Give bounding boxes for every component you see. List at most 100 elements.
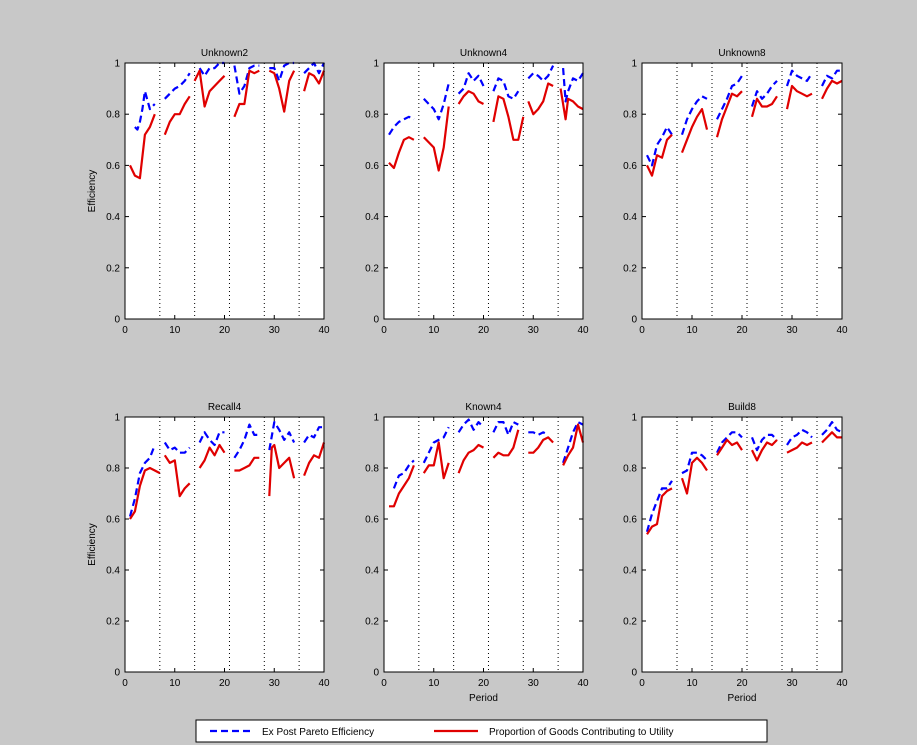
x-tick-label: 20 <box>478 678 490 689</box>
x-tick-label: 30 <box>528 325 540 336</box>
y-tick-label: 1 <box>114 59 120 70</box>
goods-proportion-line <box>129 113 156 180</box>
y-tick-label: 0.8 <box>365 464 379 475</box>
y-tick-label: 0.2 <box>106 263 120 274</box>
y-tick-label: 0.8 <box>106 110 120 121</box>
goods-proportion-line <box>492 95 525 141</box>
subplot-title: Unknown8 <box>718 48 766 59</box>
goods-proportion-line <box>268 69 296 113</box>
y-tick-label: 0.6 <box>623 161 637 172</box>
x-tick-label: 10 <box>686 678 698 689</box>
x-tick-label: 0 <box>639 325 645 336</box>
y-tick-label: 1 <box>373 59 379 70</box>
goods-proportion-line <box>233 69 260 118</box>
goods-proportion-line <box>129 466 161 520</box>
goods-proportion-line <box>750 95 778 118</box>
y-tick-label: 0 <box>373 315 379 326</box>
x-tick-label: 40 <box>577 678 589 689</box>
y-tick-label: 0.8 <box>365 110 379 121</box>
goods-proportion-line <box>785 84 813 110</box>
y-tick-label: 1 <box>631 59 637 70</box>
pareto-efficiency-line <box>680 95 708 136</box>
pareto-efficiency-line <box>269 61 295 82</box>
plot-area <box>125 63 324 319</box>
pareto-efficiency-line <box>716 431 743 454</box>
pareto-efficiency-line <box>821 69 842 87</box>
y-tick-label: 0.8 <box>106 464 120 475</box>
x-tick-label: 10 <box>428 678 440 689</box>
goods-proportion-line <box>234 456 260 472</box>
y-tick-label: 1 <box>114 413 120 424</box>
pareto-efficiency-line <box>492 421 519 436</box>
pareto-efficiency-line <box>457 418 485 433</box>
pareto-efficiency-line <box>681 451 708 475</box>
y-tick-label: 0.2 <box>365 617 379 628</box>
goods-proportion-line <box>646 487 673 535</box>
goods-proportion-line <box>193 69 226 108</box>
goods-proportion-line <box>680 108 709 154</box>
goods-proportion-line <box>492 429 520 459</box>
pareto-efficiency-line <box>821 421 843 436</box>
goods-proportion-line <box>268 443 296 497</box>
pareto-efficiency-line <box>527 65 555 82</box>
subplot-title: Known4 <box>465 402 502 413</box>
pareto-efficiency-line <box>268 421 296 451</box>
pareto-efficiency-line <box>750 80 778 107</box>
x-tick-label: 20 <box>219 678 231 689</box>
x-tick-label: 40 <box>318 325 330 336</box>
goods-proportion-line <box>422 441 450 480</box>
y-tick-label: 1 <box>631 413 637 424</box>
subplot-unknown4: 0 10 20 30 40 0 0.2 0.4 0.6 0.8 1 Unknown4 <box>365 48 589 336</box>
pareto-efficiency-line <box>423 83 450 121</box>
goods-proportion-line <box>562 423 585 466</box>
pareto-efficiency-line <box>646 125 673 167</box>
pareto-efficiency-line <box>128 444 156 517</box>
goods-proportion-line <box>715 90 743 138</box>
plot-area <box>384 63 583 319</box>
goods-proportion-line <box>423 106 450 172</box>
subplot-grid: 0 10 20 30 4000.20.40.60.81Unknown2Efficienc… <box>87 48 848 704</box>
legend: Ex Post Pareto Efficiency Proportion of G… <box>195 719 768 743</box>
y-tick-label: 0 <box>631 315 637 326</box>
y-tick-label: 0.4 <box>106 566 120 577</box>
y-tick-label: 0.8 <box>623 464 637 475</box>
pareto-efficiency-line <box>198 431 225 447</box>
x-tick-label: 30 <box>269 678 281 689</box>
legend-pareto-label: Ex Post Pareto Efficiency <box>262 727 374 738</box>
subplot-title: Build8 <box>728 402 756 413</box>
pareto-efficiency-line <box>457 72 485 95</box>
y-axis-label: Efficiency <box>87 170 98 213</box>
x-tick-label: 10 <box>169 678 181 689</box>
goods-proportion-line <box>680 456 708 495</box>
y-tick-label: 0.4 <box>365 566 379 577</box>
y-tick-label: 0.6 <box>365 515 379 526</box>
x-tick-label: 20 <box>478 325 490 336</box>
x-tick-label: 10 <box>169 325 181 336</box>
x-tick-label: 30 <box>269 325 281 336</box>
y-tick-label: 0.4 <box>623 212 637 223</box>
y-tick-label: 0.6 <box>106 161 120 172</box>
goods-proportion-line <box>457 443 485 474</box>
pareto-efficiency-line <box>164 72 191 100</box>
pareto-efficiency-line <box>422 426 450 464</box>
x-tick-label: 0 <box>122 678 128 689</box>
pareto-efficiency-line <box>528 431 549 436</box>
goods-proportion-line <box>528 436 554 454</box>
goods-proportion-line <box>716 438 743 456</box>
x-tick-label: 40 <box>318 678 330 689</box>
x-tick-label: 0 <box>122 325 128 336</box>
subplot-title: Unknown4 <box>460 48 508 59</box>
pareto-efficiency-line <box>303 426 324 444</box>
x-tick-label: 0 <box>381 325 387 336</box>
x-axis-label: Period <box>469 693 498 704</box>
goods-proportion-line <box>527 82 554 116</box>
pareto-efficiency-line <box>233 423 260 459</box>
x-tick-label: 20 <box>736 325 748 336</box>
goods-proportion-line <box>198 443 226 469</box>
legend-box <box>195 719 768 743</box>
goods-proportion-line <box>646 133 673 177</box>
y-tick-label: 0.6 <box>106 515 120 526</box>
subplot-title: Unknown2 <box>201 48 249 59</box>
goods-proportion-line <box>821 431 842 444</box>
pareto-efficiency-line <box>750 433 778 452</box>
